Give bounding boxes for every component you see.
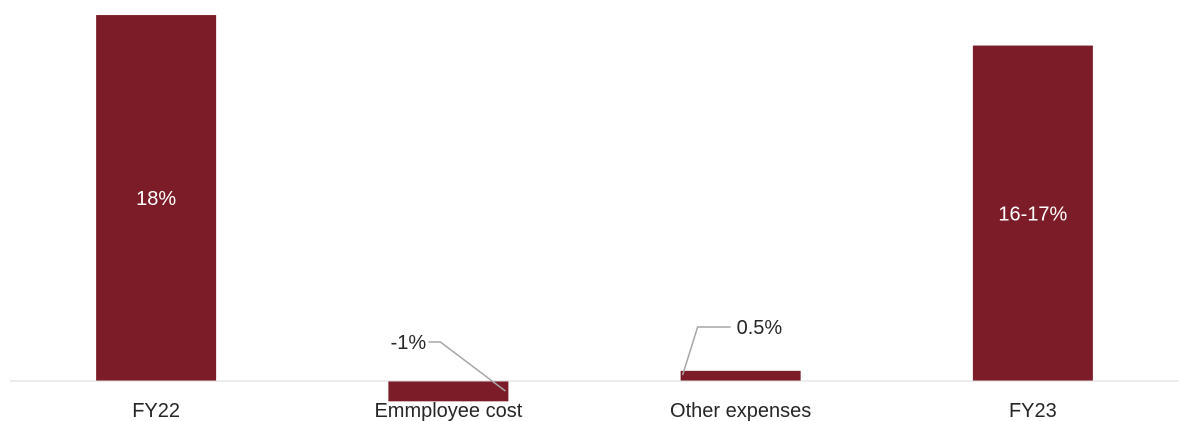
category-labels: FY22 Emmployee cost Other expenses FY23 [132, 400, 1057, 421]
leader-lines [428, 326, 731, 392]
bar-emmployee-cost [388, 381, 509, 402]
data-label-fy22: 18% [136, 188, 176, 210]
bar-other-expenses [680, 370, 801, 381]
bars [96, 15, 1093, 402]
data-labels: 18% -1% 0.5% 16-17% [136, 188, 1067, 354]
category-label-fy23: FY23 [1009, 400, 1057, 421]
category-label-other-expenses: Other expenses [670, 400, 811, 421]
bar-fy22 [96, 15, 217, 382]
data-label-fy23: 16-17% [998, 203, 1067, 225]
category-label-fy22: FY22 [132, 400, 180, 421]
data-label-emmployee-cost: -1% [391, 332, 427, 354]
leader-line-emmployee-cost [428, 341, 506, 392]
data-label-other-expenses: 0.5% [737, 317, 783, 339]
bar-fy23 [972, 45, 1093, 382]
leader-line-other-expenses [681, 326, 731, 376]
category-label-emmployee-cost: Emmployee cost [374, 400, 522, 421]
